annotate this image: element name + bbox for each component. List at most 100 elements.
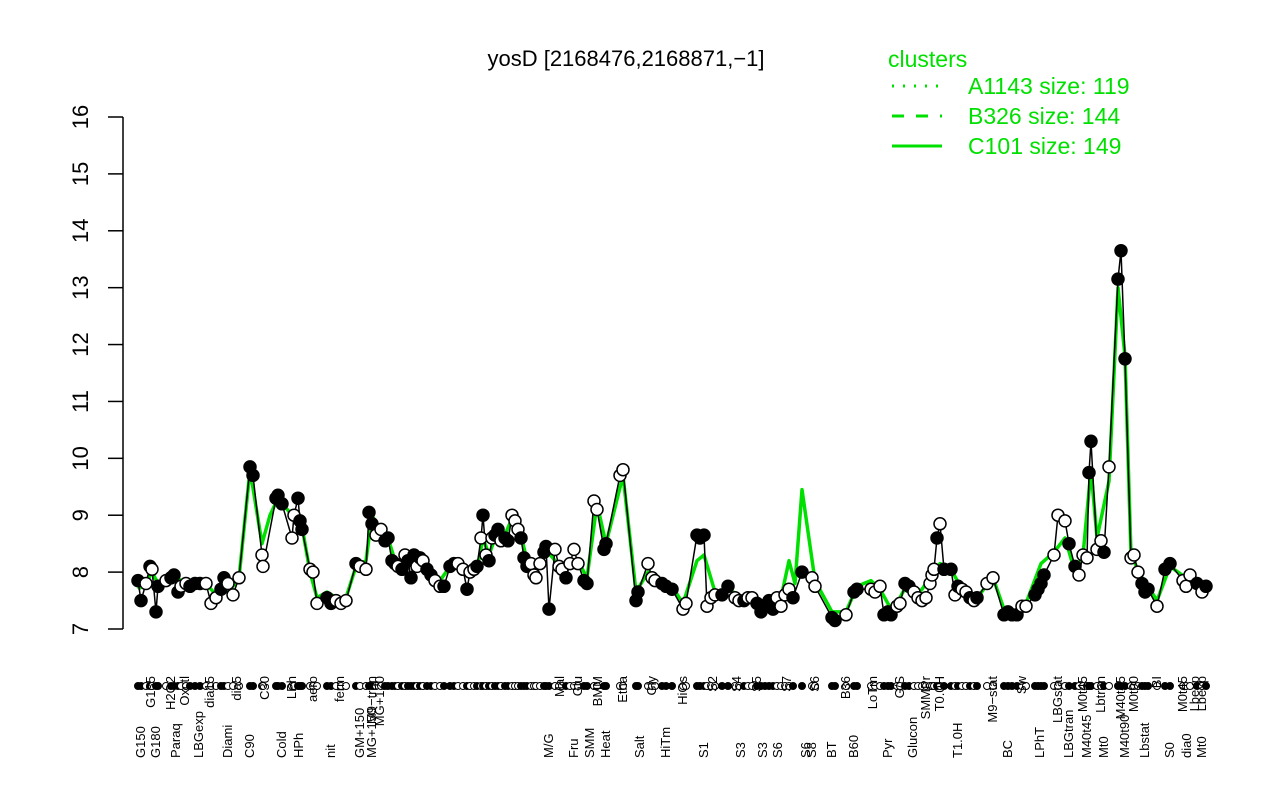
x-tick-label-top: Gly [644,676,659,696]
data-point [808,579,822,594]
data-point [145,562,159,577]
x-tick-label-top: dia15 [202,676,217,708]
y-axis: 7 8 9 10 11 12 13 14 15 16 [68,105,124,635]
x-tick-label-bottom: S0 [1162,742,1177,758]
x-tick-label-bottom: BT [824,741,839,758]
x-tick-label-top: LoTm [865,676,880,709]
data-point [548,542,562,557]
x-tick-label-top: M40t45 [1113,676,1128,719]
data-point [679,596,693,611]
data-point [631,585,645,599]
rug-mark [249,682,257,690]
legend-title: clusters [888,46,967,72]
rug-mark [842,682,850,690]
x-tick-label-bottom: nit [323,744,338,758]
x-tick-label-top: Sw [1014,675,1029,694]
rug-mark [342,682,350,690]
data-point [246,468,260,483]
data-point [291,491,305,505]
x-rug [134,682,1210,690]
rug-mark [1144,682,1152,690]
data-point [1082,465,1096,480]
data-point [1058,514,1072,528]
data-point [599,536,613,551]
data-point [460,582,474,596]
x-tick-label-bottom: HPh [291,733,306,758]
data-point [839,608,853,622]
y-tick-label: 10 [68,446,93,470]
x-tick-label-bottom: G180 [148,726,163,758]
x-tick-label-top: BMM [590,676,605,706]
x-tick-label-top: M0t45 [1175,676,1190,712]
x-tick-label-top: LPh [284,676,299,699]
rug-mark [798,682,806,690]
x-tick-label-top: S5 [749,676,764,692]
data-point [482,553,496,568]
data-point [1163,556,1177,571]
data-point [641,556,655,571]
x-tick-label-bottom: Pyr [880,738,895,758]
y-tick-label: 14 [68,219,93,243]
x-tick-label-bottom: dia0 [1179,733,1194,758]
data-point [1102,460,1116,474]
data-point [930,531,944,545]
x-tick-label-top: M9−tran [364,676,379,724]
y-tick-label: 16 [68,105,93,129]
data-point [285,531,299,545]
x-tick-label-bottom: Fru [566,739,581,759]
legend-entry: A1143 size: 119 [968,73,1130,99]
data-point [616,462,630,477]
data-point [1019,599,1033,613]
data-point [1037,568,1051,582]
data-point [1118,352,1132,366]
x-tick-label-bottom: M40t90 [1117,715,1132,758]
data-point [933,517,947,531]
x-tick-label-bottom: S3 [733,742,748,758]
data-point [1141,582,1155,596]
x-tick-label-bottom: Diami [220,725,235,758]
rug-mark [259,682,267,690]
rug-mark [668,682,676,690]
rug-mark [811,682,819,690]
data-point [1114,243,1128,258]
data-point [1150,599,1164,613]
y-tick-label: 9 [68,509,93,521]
x-tick-label-bottom: Lbstat [1137,722,1152,758]
y-tick-label: 13 [68,275,93,299]
data-point [306,565,320,579]
data-point [533,556,547,571]
x-tick-label-bottom: LBGtran [1061,710,1076,758]
data-point [256,559,270,574]
x-tick-label-top: aero [305,676,320,702]
data-point [381,531,395,545]
data-point [232,571,246,585]
data-point [1072,568,1086,582]
x-tick-label-bottom: Paraq [168,723,183,758]
x-tick-label-top: Oxctl [177,676,192,706]
data-point [359,562,373,577]
y-tick-label: 7 [68,623,93,635]
data-point [828,613,842,628]
data-point [1097,545,1111,559]
data-point [1199,579,1213,594]
x-tick-label-bottom: MG+150 [364,708,379,758]
x-tick-label-bottom: S6 [770,742,785,758]
data-point [476,508,490,522]
rug-mark [1022,682,1030,690]
x-tick-label-top: S2 [705,676,720,692]
data-point [893,596,907,611]
x-tick-label-top: H2O2 [163,676,178,710]
x-tick-label-top: BI [1149,676,1164,688]
x-tick-label-bottom: LBGexp [191,711,206,758]
x-tick-label-bottom: M40t45 [1079,715,1094,758]
cluster-line-c101 [136,285,1207,614]
data-point [275,497,289,511]
data-point [665,582,679,596]
rug-mark [235,682,243,690]
x-tick-label-top: S6 [807,676,822,692]
x-tick-label-top: Glu [570,676,585,696]
data-point [139,576,153,591]
x-tick-label-bottom: G150 [133,726,148,758]
x-tick-label-top: dia5 [229,676,244,701]
